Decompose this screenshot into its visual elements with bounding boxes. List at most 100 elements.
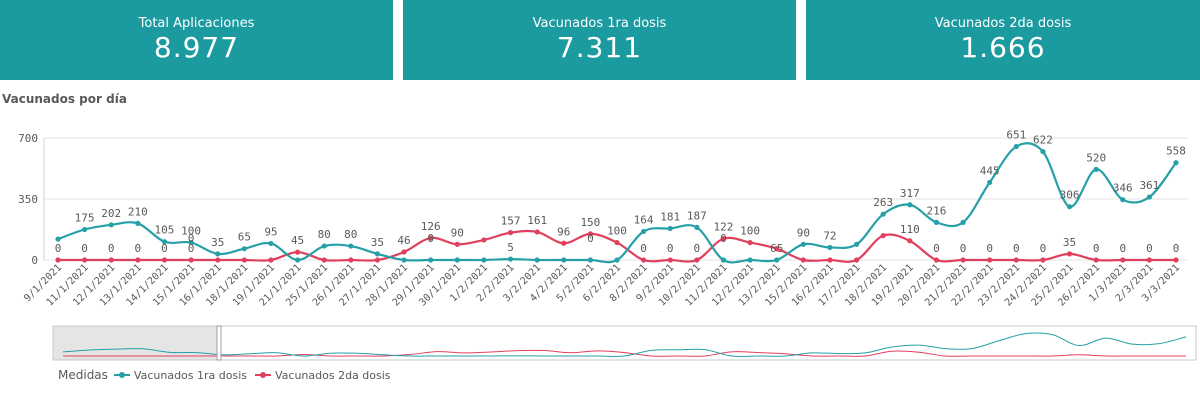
- data-point: [561, 240, 567, 246]
- data-label: 0: [694, 242, 701, 255]
- data-point: [82, 257, 88, 263]
- data-point: [268, 257, 274, 263]
- data-point: [1040, 257, 1046, 263]
- data-point: [907, 202, 913, 208]
- data-point: [161, 239, 168, 245]
- data-label: 263: [873, 196, 893, 209]
- data-label: 0: [108, 242, 115, 255]
- data-point: [720, 257, 727, 263]
- kpi-value: 1.666: [960, 31, 1046, 64]
- kpi-value: 7.311: [556, 31, 643, 64]
- data-label: 0: [1173, 242, 1180, 255]
- chart-legend: Medidas Vacunados 1ra dosis Vacunados 2d…: [58, 368, 399, 382]
- data-label: 90: [451, 226, 464, 239]
- navigator-series-line: [62, 332, 1187, 357]
- data-label: 0: [81, 242, 88, 255]
- data-label: 157: [501, 215, 521, 228]
- data-label: 90: [797, 226, 810, 239]
- data-label: 317: [900, 187, 920, 200]
- data-label: 45: [291, 234, 304, 247]
- data-point: [401, 249, 407, 255]
- legend-item-series-1[interactable]: Vacunados 1ra dosis: [113, 368, 247, 382]
- kpi-total-aplicaciones: Total Aplicaciones 8.977: [0, 0, 393, 80]
- data-point: [135, 220, 141, 226]
- data-point: [241, 246, 247, 252]
- data-point: [987, 179, 993, 186]
- data-point: [348, 257, 354, 263]
- y-tick-label: 700: [18, 132, 38, 145]
- data-label: 100: [607, 225, 627, 238]
- data-point: [1146, 194, 1152, 200]
- data-point: [827, 257, 833, 263]
- data-label: 72: [823, 229, 836, 242]
- legend-item-series-2[interactable]: Vacunados 2da dosis: [255, 369, 391, 382]
- data-point: [294, 257, 301, 263]
- data-label: 0: [135, 242, 142, 255]
- data-label: 181: [660, 210, 680, 223]
- data-point: [800, 257, 806, 263]
- data-label: 150: [580, 216, 600, 229]
- line-chart[interactable]: 03507009/1/202111/1/202112/1/202113/1/20…: [0, 118, 1200, 322]
- data-label: 0: [1093, 242, 1100, 255]
- data-point: [108, 257, 114, 263]
- navigator-handle: [216, 325, 222, 361]
- data-point: [481, 237, 487, 243]
- data-label: 161: [527, 214, 547, 227]
- data-label: 216: [926, 204, 946, 217]
- data-point: [374, 251, 381, 257]
- data-label: 80: [344, 228, 357, 241]
- data-label: 0: [933, 242, 940, 255]
- data-point: [534, 257, 540, 263]
- data-point: [587, 231, 593, 237]
- range-navigator[interactable]: [0, 322, 1200, 364]
- data-point: [1173, 257, 1179, 263]
- data-label: 361: [1139, 179, 1159, 192]
- data-point: [747, 239, 753, 246]
- data-label: 100: [740, 225, 760, 238]
- kpi-vacunados-2da-dosis: Vacunados 2da dosis 1.666: [806, 0, 1200, 80]
- data-label: 202: [101, 207, 121, 220]
- data-point: [1013, 143, 1019, 150]
- data-label: 0: [1146, 242, 1153, 255]
- data-label: 0: [161, 242, 168, 255]
- data-point: [880, 211, 886, 217]
- data-point: [161, 257, 168, 263]
- data-point: [614, 257, 620, 263]
- data-label: 35: [211, 236, 224, 249]
- data-label: 0: [986, 242, 993, 255]
- navigator-mask: [52, 325, 220, 361]
- data-label: 0: [960, 242, 967, 255]
- data-point: [720, 236, 727, 242]
- data-point: [188, 257, 194, 263]
- kpi-value: 8.977: [153, 31, 240, 64]
- data-point: [1040, 148, 1046, 155]
- legend-label: Vacunados 2da dosis: [275, 368, 391, 382]
- kpi-label: Vacunados 1ra dosis: [532, 16, 667, 31]
- legend-label: Vacunados 1ra dosis: [133, 368, 247, 382]
- y-tick-label: 0: [31, 254, 38, 267]
- data-point: [55, 257, 61, 263]
- data-point: [55, 236, 61, 242]
- legend-marker-icon: [113, 372, 130, 378]
- data-point: [348, 243, 354, 249]
- data-label: 105: [155, 224, 175, 237]
- data-point: [1093, 257, 1099, 263]
- data-point: [667, 257, 673, 263]
- data-label: 100: [181, 225, 201, 238]
- data-point: [853, 241, 860, 247]
- data-label: 110: [900, 223, 920, 236]
- data-label: 35: [371, 236, 384, 249]
- chart-title: Vacunados por día: [2, 92, 127, 106]
- data-point: [827, 244, 833, 251]
- data-point: [294, 249, 301, 255]
- data-point: [268, 240, 274, 247]
- data-point: [215, 251, 221, 257]
- data-point: [507, 230, 514, 236]
- data-point: [933, 219, 940, 225]
- data-point: [241, 257, 247, 263]
- data-label: 0: [188, 242, 195, 255]
- data-point: [587, 257, 593, 263]
- data-label: 0: [587, 232, 594, 245]
- data-point: [454, 257, 460, 263]
- data-label: 651: [1006, 129, 1026, 142]
